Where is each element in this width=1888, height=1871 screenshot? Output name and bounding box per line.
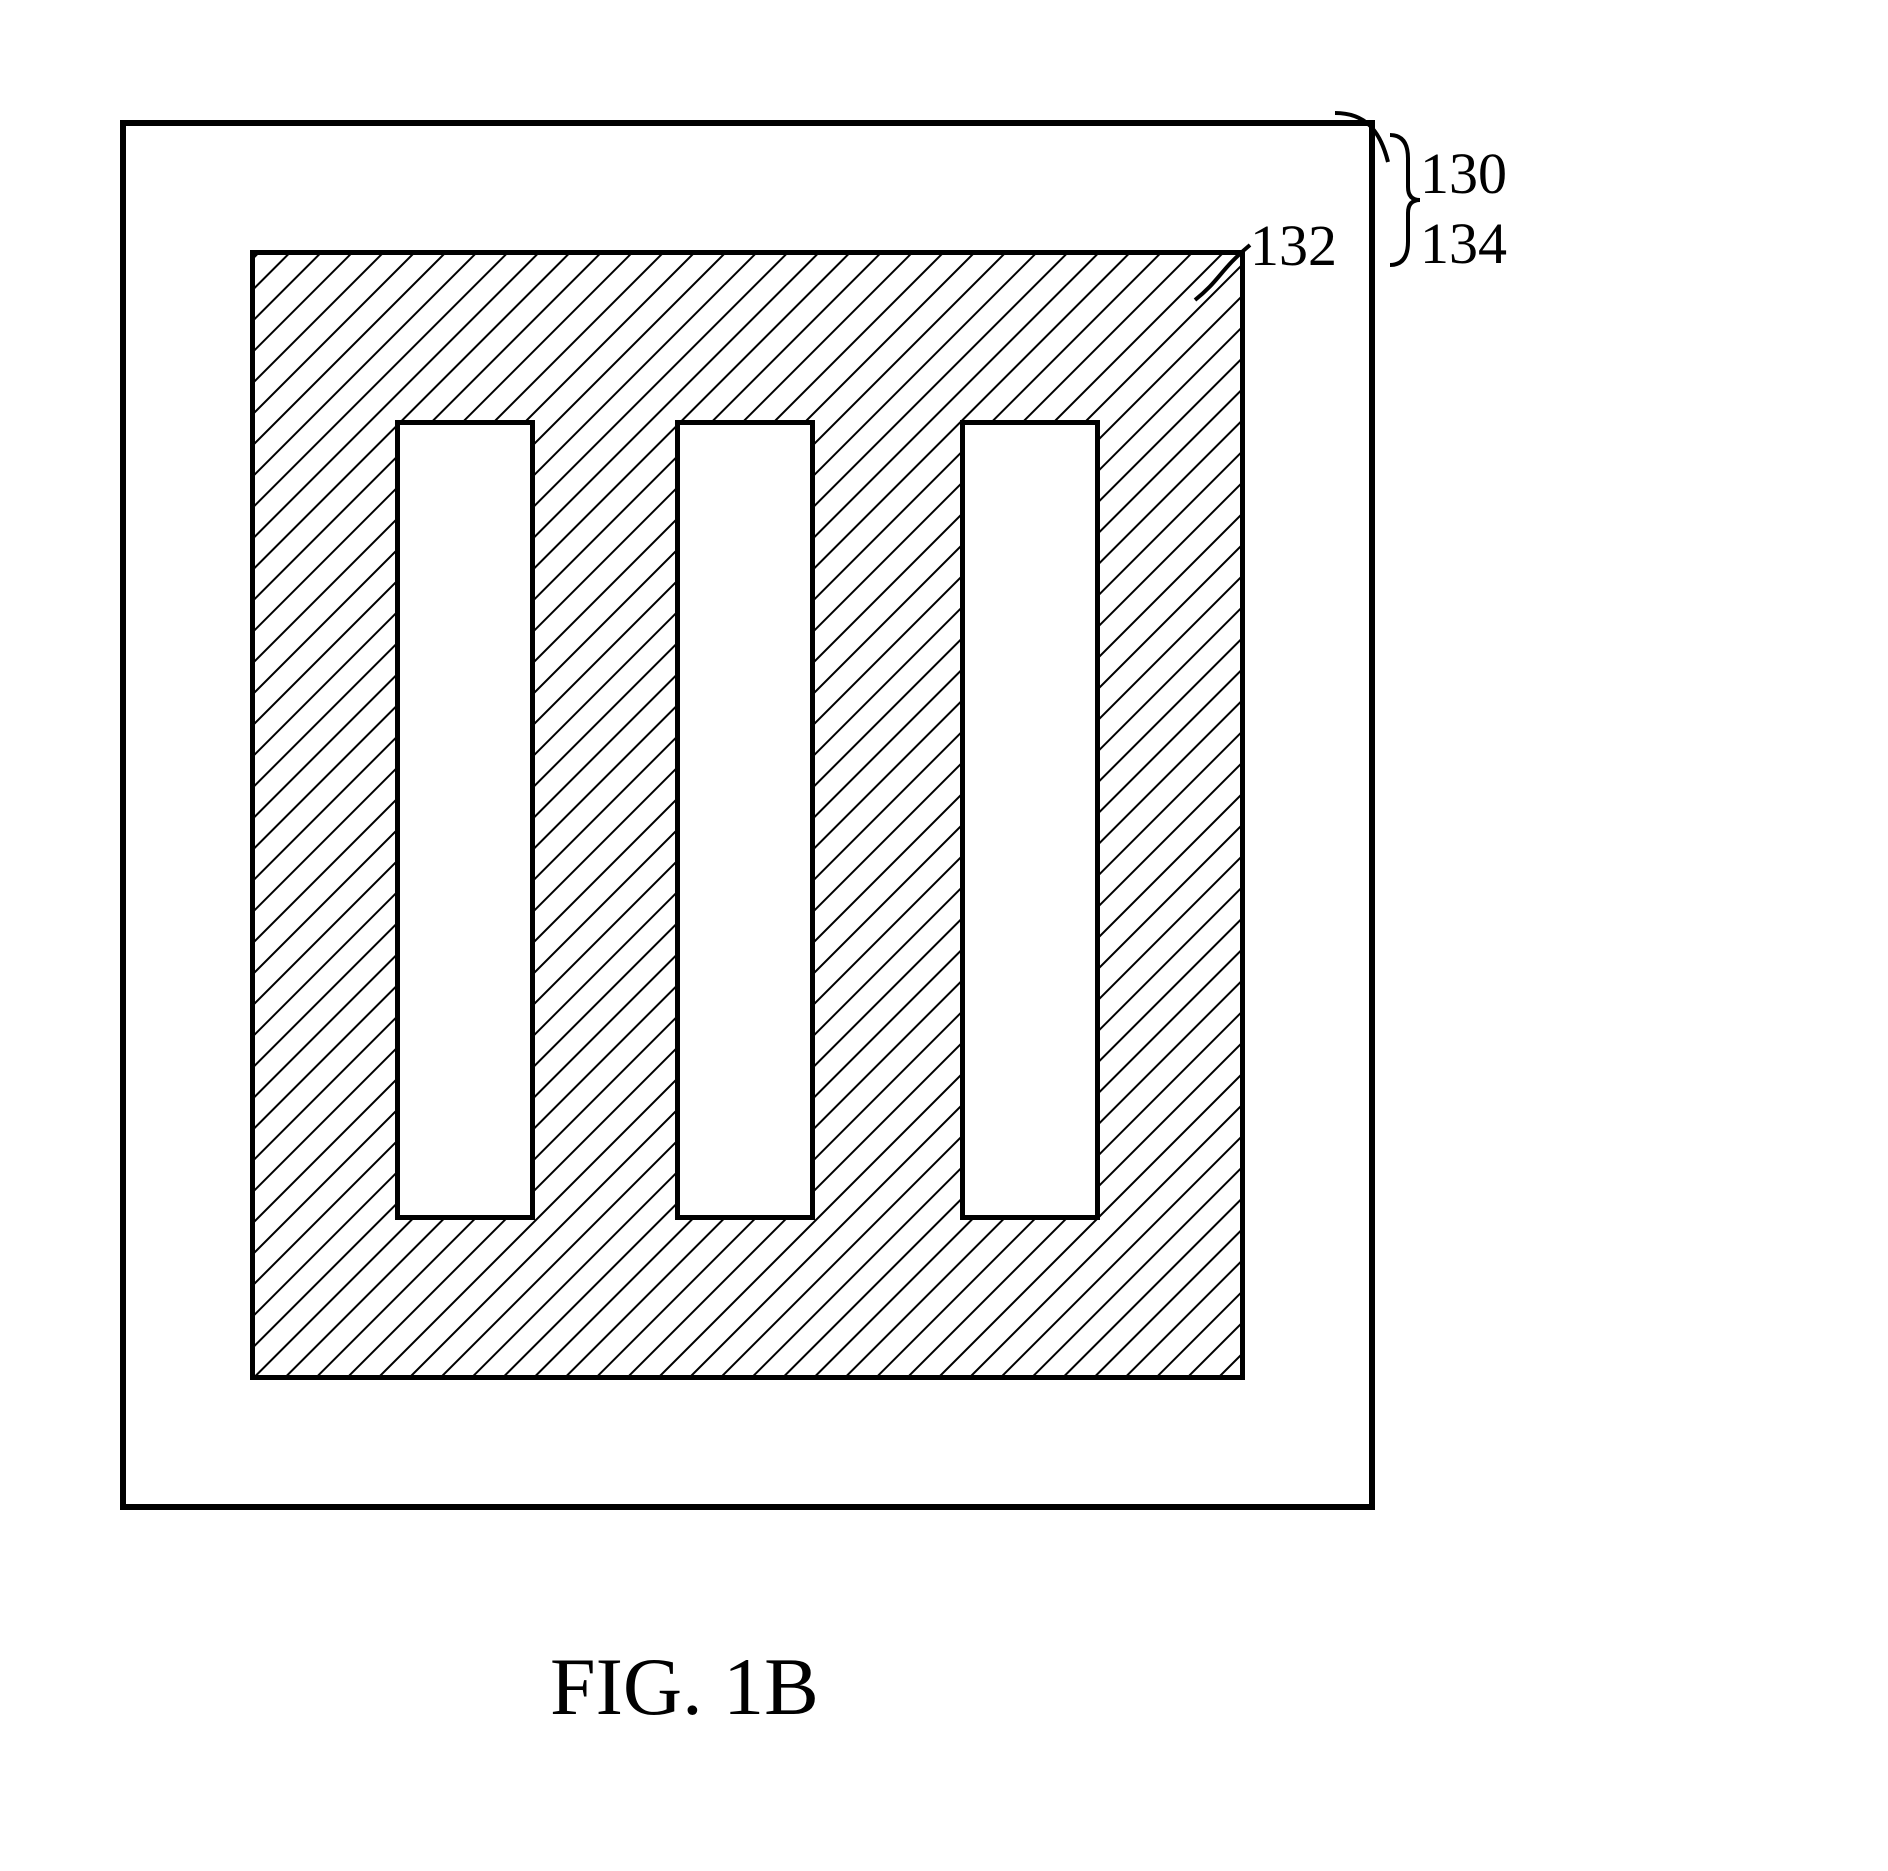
leader-brace [1390, 135, 1420, 265]
figure-container: 130 134 132 FIG. 1B [120, 120, 1380, 1540]
label-134: 134 [1420, 210, 1507, 277]
label-130: 130 [1420, 140, 1507, 207]
figure-caption: FIG. 1B [550, 1640, 819, 1734]
label-132: 132 [1250, 212, 1337, 279]
slot-3 [960, 420, 1100, 1220]
slot-1 [395, 420, 535, 1220]
slot-2 [675, 420, 815, 1220]
